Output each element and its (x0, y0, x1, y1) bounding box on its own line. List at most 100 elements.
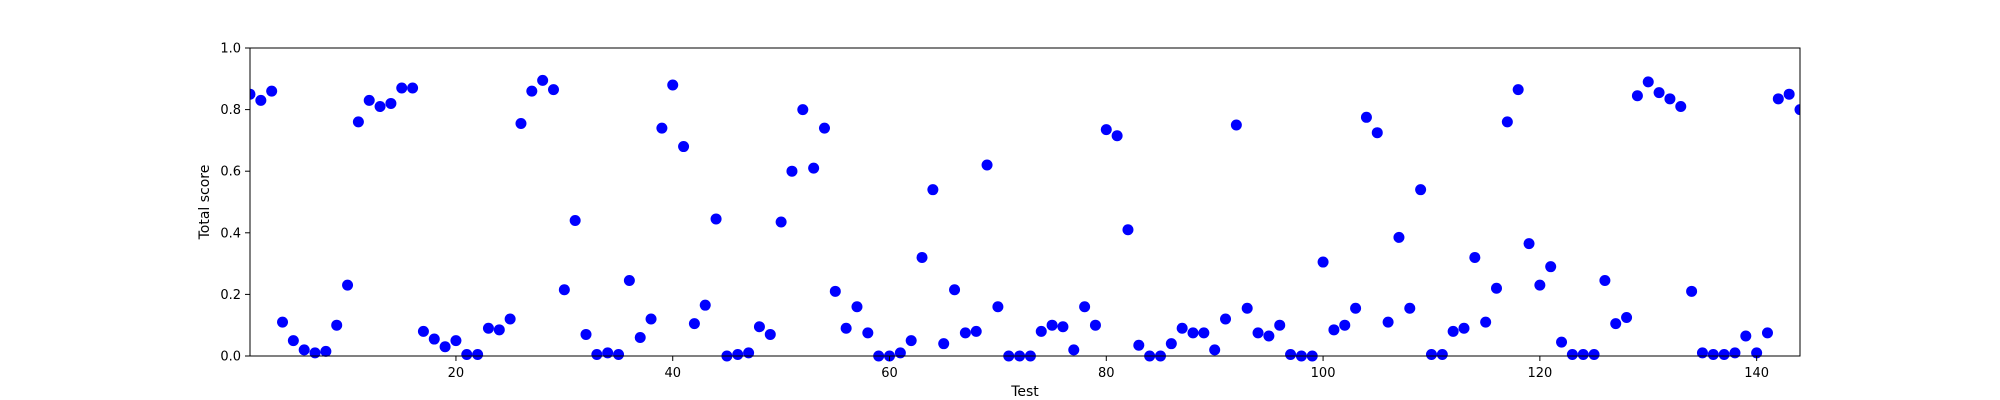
data-point (266, 85, 278, 97)
data-point (949, 284, 961, 296)
data-point (515, 117, 527, 129)
data-point (526, 85, 538, 97)
data-point (1404, 302, 1416, 314)
data-point (1187, 327, 1199, 339)
data-point (417, 325, 429, 337)
data-point (970, 325, 982, 337)
data-point (1360, 111, 1372, 123)
data-point (938, 338, 950, 350)
data-point (309, 347, 321, 359)
data-point (916, 251, 928, 263)
data-point (1382, 316, 1394, 328)
data-point (829, 285, 841, 297)
data-point (1491, 282, 1502, 294)
data-point (1230, 119, 1242, 131)
data-point (992, 301, 1004, 313)
x-tick-label: 140 (1744, 366, 1769, 381)
data-point (1480, 316, 1492, 328)
data-point (1458, 322, 1470, 334)
data-point (862, 327, 874, 339)
data-point (277, 316, 289, 328)
data-point (1577, 348, 1589, 360)
data-point (1328, 324, 1340, 336)
data-point (1100, 124, 1112, 136)
data-point (428, 333, 440, 345)
data-point (1057, 321, 1069, 333)
x-tick-label: 100 (1311, 366, 1336, 381)
data-point (1545, 261, 1557, 273)
data-point (1252, 327, 1264, 339)
data-point (905, 335, 917, 347)
x-tick-label: 80 (1098, 366, 1115, 381)
data-point (764, 328, 776, 340)
data-point (493, 324, 505, 336)
data-point (1772, 93, 1784, 105)
data-point (1599, 275, 1611, 287)
data-point (1393, 231, 1405, 243)
data-point (1664, 93, 1676, 105)
data-point (645, 313, 657, 325)
data-point (255, 94, 267, 106)
data-point (1317, 256, 1329, 268)
data-point (1729, 347, 1741, 359)
data-point (1631, 90, 1643, 102)
data-point (894, 347, 906, 359)
data-point (1469, 251, 1481, 263)
y-tick-label: 0.6 (220, 165, 241, 180)
data-point (818, 122, 830, 134)
data-point (331, 319, 343, 331)
data-point (1241, 302, 1253, 314)
x-tick-label: 120 (1527, 366, 1552, 381)
data-point (472, 348, 484, 360)
data-point (396, 82, 408, 94)
data-point (1761, 327, 1773, 339)
data-point (1274, 319, 1286, 331)
data-point (753, 321, 765, 333)
x-tick-label: 40 (664, 366, 681, 381)
data-point (1209, 344, 1221, 356)
data-point (1285, 348, 1297, 360)
y-tick-label: 1.0 (220, 42, 241, 57)
data-point (298, 344, 310, 356)
data-point (786, 165, 798, 177)
x-axis-label: Test (1010, 384, 1039, 400)
data-point (352, 116, 364, 128)
data-point (1686, 285, 1698, 297)
data-point (1035, 325, 1047, 337)
data-point (287, 335, 299, 347)
data-point (1707, 348, 1719, 360)
data-point (1436, 348, 1448, 360)
y-axis-ticks: 0.0 0.2 0.4 0.6 0.8 1.0 (220, 42, 250, 365)
data-point (667, 79, 679, 91)
data-point (1371, 127, 1383, 139)
data-point (1501, 116, 1513, 128)
data-point (407, 82, 419, 94)
data-point (775, 216, 787, 228)
data-point (797, 104, 809, 116)
data-point (1198, 327, 1210, 339)
x-tick-label: 20 (448, 366, 465, 381)
data-point (461, 348, 473, 360)
data-point (1425, 348, 1437, 360)
data-point (1740, 330, 1752, 342)
data-point (1794, 104, 1800, 116)
data-point (320, 345, 332, 357)
data-point (1696, 347, 1708, 359)
data-point (591, 348, 603, 360)
y-axis-label: Total score (197, 165, 213, 241)
data-point (743, 347, 755, 359)
data-point (1610, 318, 1622, 330)
data-point (1556, 336, 1568, 348)
data-point (450, 335, 462, 347)
data-point (699, 299, 711, 311)
y-tick-label: 0.0 (220, 350, 241, 365)
data-point (1675, 101, 1687, 113)
data-point (569, 214, 581, 226)
data-point (1068, 344, 1080, 356)
y-tick-label: 0.2 (220, 288, 241, 303)
data-point (1079, 301, 1091, 313)
data-point (1642, 76, 1654, 88)
data-point (678, 141, 690, 153)
data-point (1089, 319, 1101, 331)
